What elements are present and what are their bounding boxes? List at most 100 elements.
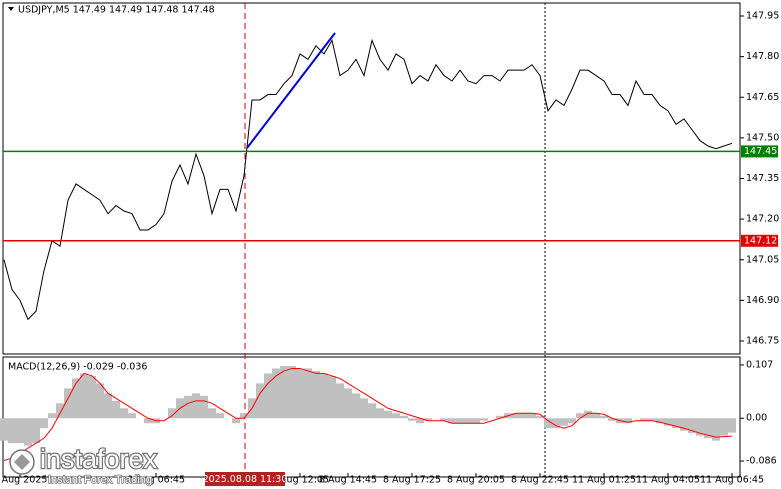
histogram-bar [24,418,32,446]
y-tick-label: 147.95 [746,11,779,22]
histogram-bar [208,408,216,419]
histogram-bar [352,393,360,419]
histogram-bar [56,403,64,419]
y-tick-label: 147.35 [746,173,779,184]
histogram-bar [480,418,488,421]
cursor-label-box [205,472,285,486]
y-tick-label: 146.75 [746,336,779,347]
x-tick-label: 8 Aug 12:05 [271,475,329,486]
histogram-bar [680,418,688,431]
histogram-bar [624,418,632,424]
histogram-bar [0,418,8,441]
x-tick-label: 8 Aug 17:25 [383,475,441,486]
histogram-bar [608,418,616,421]
histogram-bar [592,413,600,419]
cursor-label: 2025.08.08 11:30 [203,474,288,485]
histogram-bar [96,383,104,419]
histogram-bar [280,365,288,419]
histogram-bar [128,413,136,419]
histogram-bar [456,418,464,424]
histogram-bar [16,418,24,444]
histogram-bar [688,418,696,434]
y-tick-label: -0.086 [746,456,777,467]
y-tick-label: 147.65 [746,92,779,103]
histogram-bar [344,388,352,419]
level-label-box [741,145,778,158]
histogram-bar [112,400,120,419]
histogram-bar [576,413,584,419]
histogram-bar [376,408,384,419]
y-tick-label: 0.00 [746,413,767,424]
histogram-bar [560,418,568,426]
histogram-bar [568,418,576,424]
y-tick-label: 0.107 [746,359,773,370]
histogram-bar [584,410,592,419]
x-tick-label: 8 Aug 06:45 [127,475,185,486]
histogram-bar [552,418,560,429]
price-panel [2,2,741,355]
histogram-bar [80,373,88,419]
histogram-bar [192,393,200,419]
macd-title: MACD(12,26,9) -0.029 -0.036 [8,362,147,373]
histogram-bar [232,418,240,424]
histogram-bar [216,413,224,419]
histogram-bar [320,373,328,419]
histogram-bar [544,418,552,429]
level-label: 147.12 [744,235,777,246]
histogram-bar [368,403,376,419]
histogram-bar [288,365,296,419]
histogram-bar [240,413,248,419]
y-tick-label: 147.20 [746,214,779,225]
histogram-bar [360,398,368,419]
y-tick-label: 147.80 [746,51,779,62]
watermark: instaforex Instant Forex Trading [9,443,159,487]
histogram-bar [528,413,536,419]
histogram-bar [384,410,392,419]
histogram-bar [400,415,408,419]
signal-line [3,367,733,462]
histogram-bar [656,418,664,424]
watermark-brand: instaforex [40,444,158,474]
histogram-bar [720,418,728,436]
x-tick-label: 8 Aug 14:45 [319,475,377,486]
histogram-bar [200,395,208,419]
histogram-bar [8,418,16,444]
histogram-bar [40,418,48,429]
level-label: 147.45 [744,146,777,157]
histogram-bar [312,370,320,419]
x-tick-label: 11 Aug 01:25 [572,475,636,486]
histogram-bar [664,418,672,426]
histogram-bar [440,418,448,421]
histogram-bar [144,418,152,424]
watermark-tagline: Instant Forex Trading [48,474,152,486]
x-tick-label: 11 Aug 06:45 [700,475,764,486]
histogram-bar [184,395,192,419]
histogram-bar [464,418,472,424]
histogram-bar [704,418,712,439]
histogram-bar [272,368,280,419]
logo-mark [14,454,30,470]
x-tick-label: 11 Aug 04:05 [636,475,700,486]
histogram-bar [672,418,680,429]
histogram-bar [712,418,720,441]
histogram-bar [512,413,520,419]
histogram-bar [328,375,336,419]
histogram-bar [648,418,656,421]
histogram-bar [496,415,504,419]
histogram-bar [728,418,736,433]
y-tick-label: 147.50 [746,132,779,143]
histogram-bar [64,388,72,419]
histogram-bar [296,368,304,419]
histogram-bar [88,375,96,419]
histogram-bar [424,418,432,421]
menu-triangle [8,7,14,11]
histogram-bar [168,408,176,419]
price-line [3,38,733,321]
histogram-bar [696,418,704,436]
histogram-bar [600,415,608,419]
chart-title: USDJPY,M5 147.49 147.49 147.48 147.48 [18,5,215,16]
histogram-bar [104,393,112,419]
x-tick-label: 8 Aug 2025 [0,475,47,486]
histogram-bar [48,413,56,419]
